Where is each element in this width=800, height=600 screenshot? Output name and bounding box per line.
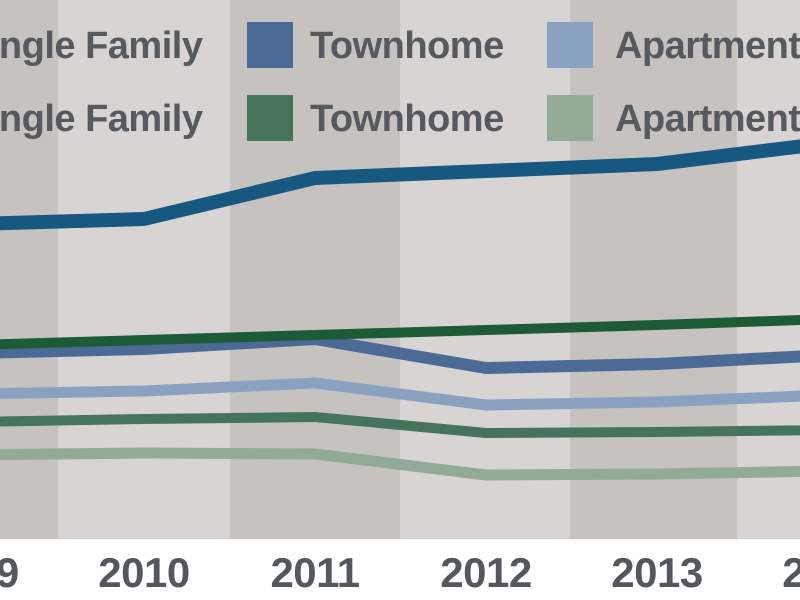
year-band xyxy=(737,0,800,539)
x-axis-label-2010: 2010 xyxy=(98,549,190,596)
series-line-townhome-green xyxy=(0,412,800,438)
legend-swatch-townhome-blue xyxy=(247,22,293,68)
legend-label-single-family-green: Single Family xyxy=(0,98,203,140)
legend-label-single-family-blue: Single Family xyxy=(0,25,203,67)
x-axis-label-2011: 2011 xyxy=(270,549,360,596)
legend-swatch-apartment-blue xyxy=(547,22,593,68)
year-band xyxy=(570,0,737,539)
legend-label-townhome-green: Townhome xyxy=(310,98,504,140)
series-line-single-family-green xyxy=(0,314,800,350)
x-axis-label-2013: 2013 xyxy=(611,549,703,596)
chart-legend: Single Family Townhome Apartment Single … xyxy=(0,0,800,160)
x-axis-label-2009: 2009 xyxy=(0,549,19,596)
legend-swatch-apartment-green xyxy=(547,95,593,141)
series-line-apartment-green xyxy=(0,447,800,481)
legend-label-apartment-green: Apartment xyxy=(615,98,800,140)
series-line-single-family-blue xyxy=(0,139,800,231)
series-line-townhome-blue xyxy=(0,333,800,374)
x-axis-label-2012: 2012 xyxy=(440,549,532,596)
legend-swatch-townhome-green xyxy=(247,95,293,141)
year-band xyxy=(400,0,570,539)
series-line-apartment-blue xyxy=(0,377,800,411)
line-chart-plot-area xyxy=(0,0,800,539)
x-axis-label-2014: 2014 xyxy=(782,549,800,596)
legend-label-apartment-blue: Apartment xyxy=(615,25,800,67)
legend-label-townhome-blue: Townhome xyxy=(310,25,504,67)
